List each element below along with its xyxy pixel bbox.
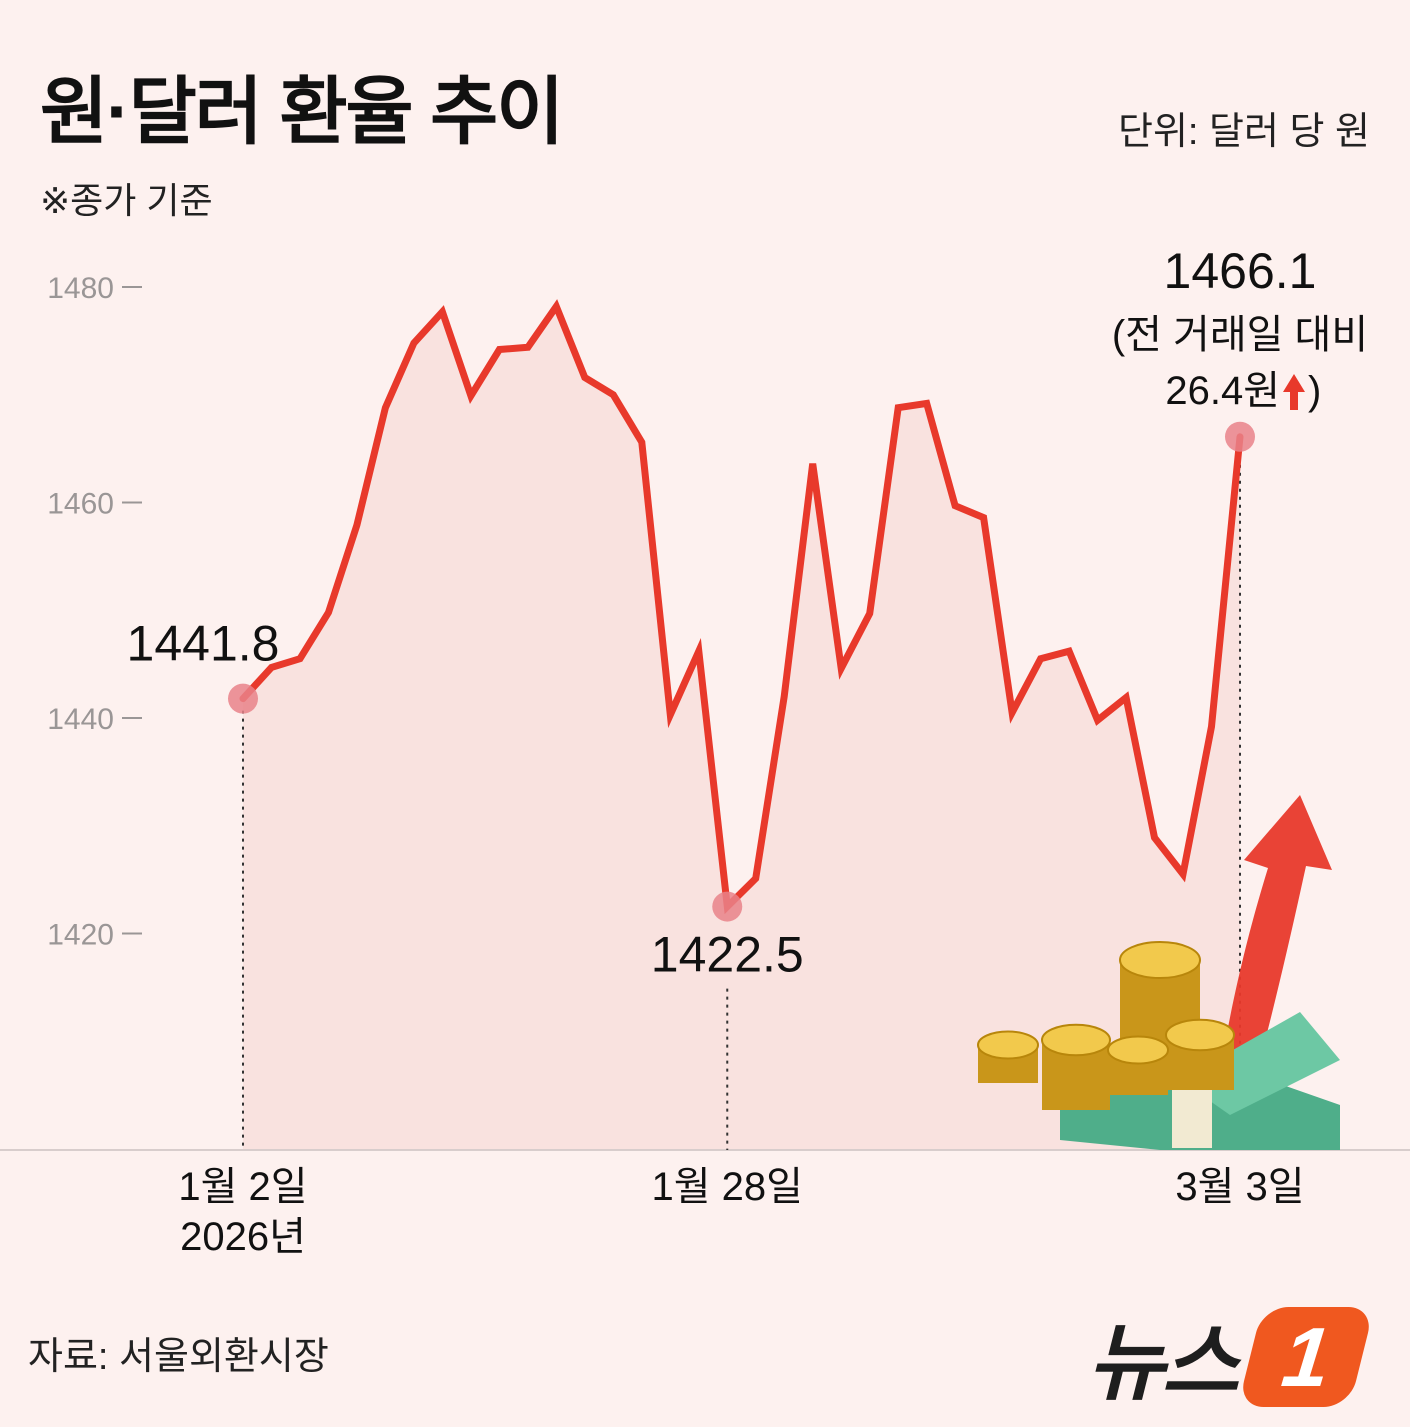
coin-top-icon xyxy=(1107,1035,1169,1065)
area-fill xyxy=(243,306,1240,1150)
point-marker xyxy=(228,683,258,714)
point-marker xyxy=(1225,421,1255,452)
x-axis-label: 2026년 xyxy=(180,1215,306,1259)
annotation-change-close: ) xyxy=(1308,369,1321,413)
chart-title: 원·달러 환율 추이 xyxy=(40,70,564,153)
point-marker xyxy=(712,891,743,922)
coin-top-icon xyxy=(1165,1018,1235,1052)
coin-top-icon xyxy=(977,1030,1039,1060)
rising-arrow-icon xyxy=(1222,795,1332,1068)
logo-text: 뉴스 xyxy=(1087,1316,1239,1410)
annotation-start-value: 1441.8 xyxy=(127,616,280,672)
x-axis-label: 3월 3일 xyxy=(1175,1165,1304,1209)
y-tick-label: 1440 xyxy=(47,703,114,736)
y-tick-label: 1460 xyxy=(47,488,114,521)
coin-top-icon xyxy=(1119,941,1201,979)
coin-top-icon xyxy=(1041,1023,1111,1057)
source-label: 자료: 서울외환시장 xyxy=(28,1336,329,1378)
annotation-change-amount: 26.4원 xyxy=(1165,369,1280,413)
annotation-low-value: 1422.5 xyxy=(651,927,804,983)
chart-subtitle: ※종가 기준 xyxy=(40,180,213,221)
x-axis-label: 1월 28일 xyxy=(652,1165,803,1209)
x-axis-label: 1월 2일 xyxy=(178,1165,307,1209)
news1-logo: 뉴스 1 xyxy=(1087,1296,1375,1417)
logo-badge-number: 1 xyxy=(1277,1309,1335,1403)
exchange-rate-line xyxy=(239,299,1244,915)
y-tick-label: 1480 xyxy=(47,272,114,305)
unit-label: 단위: 달러 당 원 xyxy=(1118,111,1370,153)
up-arrow-icon xyxy=(1283,374,1305,410)
annotation-change-note: (전 거래일 대비 xyxy=(1112,313,1368,357)
y-tick-label: 1420 xyxy=(47,919,114,952)
logo-badge: 1 xyxy=(1237,1306,1375,1407)
annotation-end-value: 1466.1 xyxy=(1164,243,1317,299)
